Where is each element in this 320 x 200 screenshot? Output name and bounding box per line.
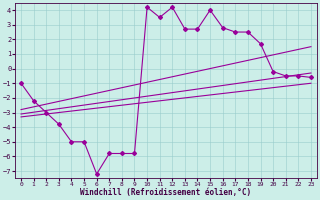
X-axis label: Windchill (Refroidissement éolien,°C): Windchill (Refroidissement éolien,°C) [80, 188, 252, 197]
